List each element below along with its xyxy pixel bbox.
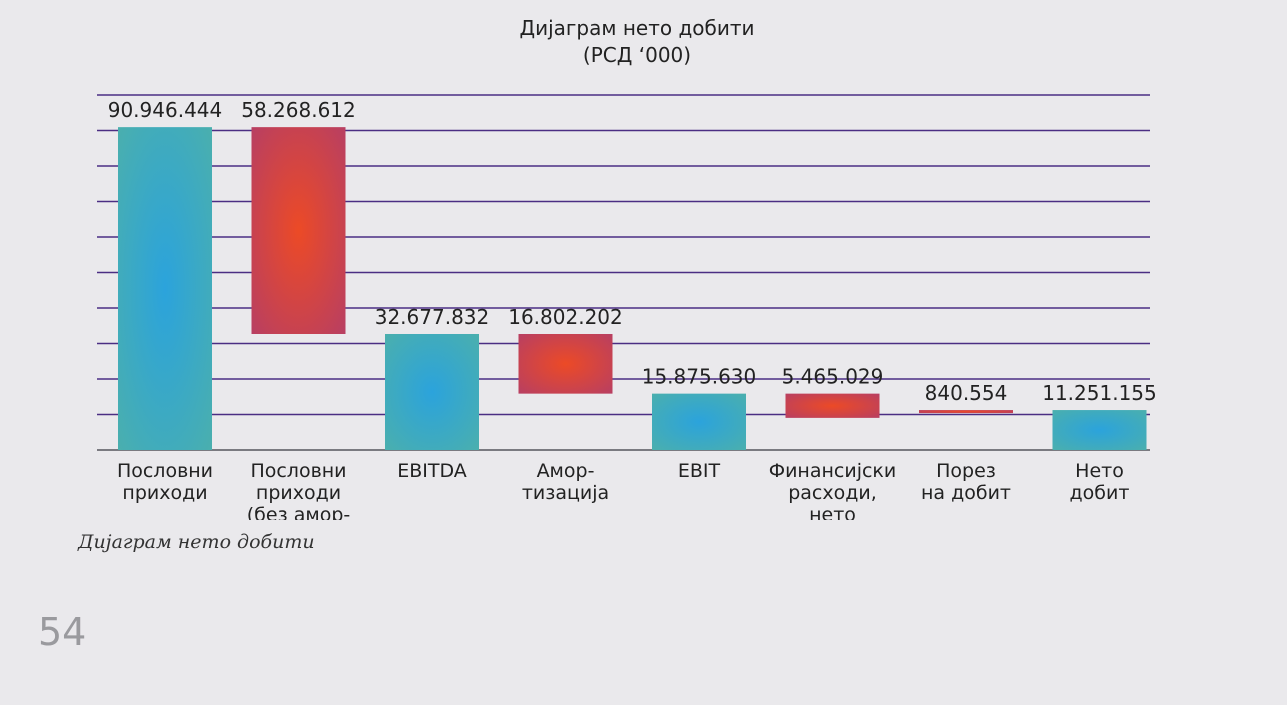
bar-3 <box>518 333 613 394</box>
category-label-0: Пословни <box>117 460 213 482</box>
bar-7 <box>1052 410 1147 450</box>
bar-5 <box>785 393 880 418</box>
category-label-6: на добит <box>921 482 1011 504</box>
bar-6 <box>919 410 1013 414</box>
category-label-7: Нето <box>1075 460 1124 482</box>
value-label-2: 32.677.832 <box>375 305 490 329</box>
value-label-3: 16.802.202 <box>508 305 623 329</box>
category-label-1: приходи <box>256 482 341 504</box>
value-label-7: 11.251.155 <box>1042 381 1157 405</box>
category-label-4: EBIT <box>678 460 721 482</box>
bar-0 <box>118 127 212 450</box>
category-label-3: тизација <box>522 482 609 504</box>
value-label-1: 58.268.612 <box>241 98 356 122</box>
category-label-0: приходи <box>122 482 207 504</box>
category-label-5: Финансијски <box>769 460 897 482</box>
category-label-7: добит <box>1070 482 1130 504</box>
category-label-3: Амор- <box>537 460 595 482</box>
bar-1 <box>251 127 346 334</box>
chart-title: Дијаграм нето добити <box>519 16 754 40</box>
bar-4 <box>652 393 746 450</box>
category-label-1: Пословни <box>250 460 346 482</box>
category-label-2: EBITDA <box>397 460 467 482</box>
chart-caption: Дијаграм нето добити <box>78 531 315 553</box>
value-label-0: 90.946.444 <box>108 98 223 122</box>
value-label-4: 15.875.630 <box>642 365 757 389</box>
category-label-5: расходи, <box>788 482 877 504</box>
value-labels: 90.946.444 58.268.612 32.677.832 16.802.202… <box>108 98 1157 405</box>
bars <box>118 127 1147 450</box>
chart-subtitle: (РСД ‘000) <box>583 43 691 67</box>
value-label-6: 840.554 <box>925 381 1008 405</box>
bar-2 <box>385 333 479 450</box>
category-label-1: (без амор- <box>247 504 350 526</box>
value-label-5: 5.465.029 <box>782 365 884 389</box>
category-label-6: Порез <box>936 460 996 482</box>
page-number: 54 <box>38 610 87 654</box>
category-label-5: нето <box>809 504 856 526</box>
